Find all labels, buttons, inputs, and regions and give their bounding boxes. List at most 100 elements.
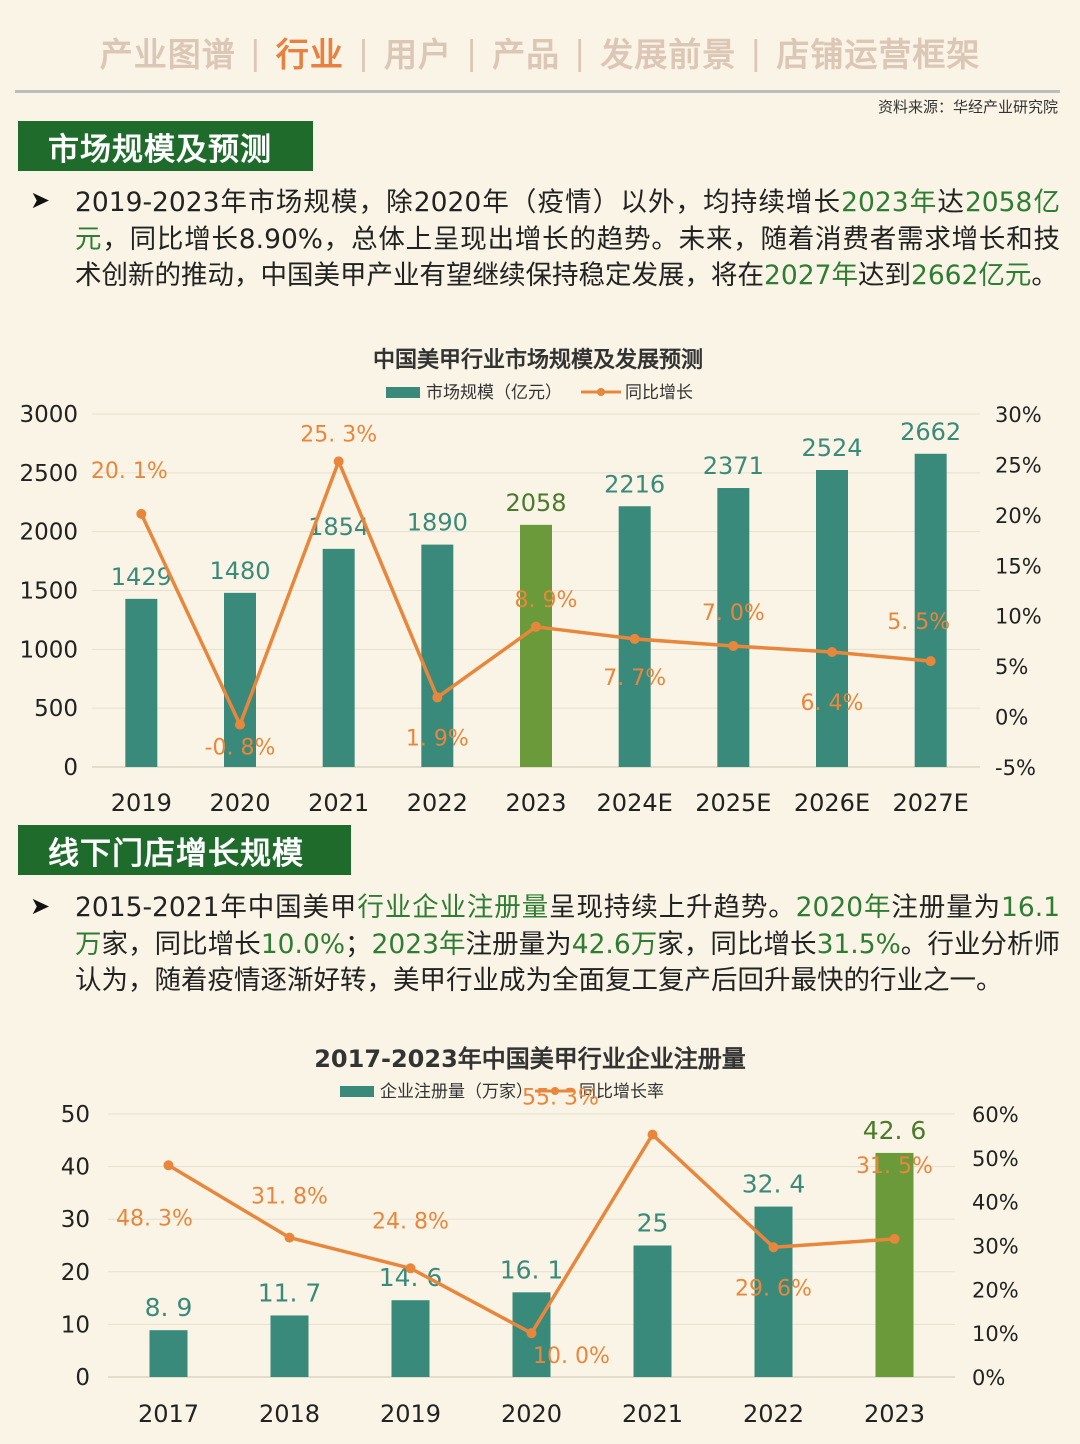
line-data-label: 20. 1% [91, 459, 168, 484]
nav-separator: | [249, 32, 262, 72]
section1-text-part: 2027年 [764, 260, 858, 291]
x-tick-label: 2022 [743, 1400, 804, 1428]
source-note: 资料来源：华经产业研究院 [877, 98, 1058, 116]
bar-data-label: 2524 [801, 434, 862, 462]
y-right-tick: 60% [972, 1103, 1019, 1127]
bar [270, 1315, 309, 1377]
nav-separator: | [574, 32, 587, 72]
section2-text-part: 2023年 [371, 928, 466, 960]
y-left-tick: 500 [34, 696, 78, 722]
y-left-tick: 50 [61, 1102, 90, 1128]
section2-text-part: 行业企业注册量 [357, 892, 550, 923]
legend-line-marker [597, 388, 605, 396]
growth-point [728, 640, 739, 651]
line-data-label: 25. 3% [300, 422, 377, 447]
nav-item-0[interactable]: 产业图谱 [99, 35, 236, 74]
growth-point [531, 621, 541, 632]
y-left-tick: 20 [61, 1260, 90, 1286]
bar-data-label: 8. 9 [145, 1293, 193, 1322]
x-tick-label: 2019 [380, 1400, 441, 1428]
y-right-tick: 10% [972, 1322, 1019, 1346]
nav-item-1[interactable]: 行业 [275, 35, 344, 74]
nav-item-5[interactable]: 店铺运营框架 [776, 35, 981, 74]
section2-text-part: 2020年 [795, 892, 892, 923]
y-left-tick: 1500 [19, 579, 78, 605]
growth-point [333, 456, 344, 467]
nav-separator: | [750, 32, 763, 72]
y-right-tick: 25% [995, 453, 1042, 477]
line-data-label: 6. 4% [801, 691, 864, 716]
y-right-tick: 10% [995, 605, 1042, 629]
x-tick-label: 2020 [209, 789, 270, 817]
bar [149, 1330, 188, 1377]
bar [633, 1245, 672, 1377]
section2-text-part: 家，同比增长 [101, 928, 261, 960]
bar [224, 592, 256, 767]
bar-data-label: 2371 [703, 452, 764, 480]
growth-point [284, 1232, 295, 1243]
bullet-icon: ➤ [30, 892, 51, 920]
legend-line-label: 同比增长 [625, 383, 693, 403]
bar-data-label: 42. 6 [863, 1116, 927, 1145]
stores-paragraph: 2015-2021年中国美甲行业企业注册量呈现持续上升趋势。2020年注册量为1… [75, 890, 1060, 1000]
section2-text-part: 。行业分析师认为，随着疫情逐渐好转，美甲行业成为全面复工复产后回升最快的行业之一… [75, 928, 1061, 997]
growth-point [647, 1129, 658, 1140]
section1-text-part: 2662亿元 [910, 260, 1032, 291]
section1-text-part: 2019-2023年市场规模，除2020年（疫情）以外，均持续增长 [75, 187, 842, 218]
line-data-label: 31. 8% [251, 1185, 328, 1210]
growth-point [526, 1328, 537, 1339]
bar-data-label: 2216 [604, 470, 665, 498]
y-right-tick: -5% [995, 756, 1036, 780]
line-data-label: 7. 0% [702, 601, 765, 626]
growth-point [889, 1233, 900, 1244]
x-tick-label: 2024E [597, 789, 673, 817]
line-data-label: 5. 5% [887, 610, 950, 635]
y-left-tick: 0 [75, 1365, 90, 1391]
growth-point [768, 1242, 779, 1253]
line-data-label: 24. 8% [372, 1209, 449, 1234]
growth-point [925, 656, 936, 667]
chart-registrations: 2017-2023年中国美甲行业企业注册量 企业注册量（万家） 同比增长率 0 10 20… [0, 1035, 1080, 1440]
bar-data-label: 32. 4 [742, 1170, 806, 1199]
section1-text-part: ，同比增长8.90%，总体上呈现出增长的趋势。未来，随着消费者需求增长和技术创新… [75, 223, 1061, 292]
legend-line-marker [551, 1087, 559, 1095]
y-left-tick: 3000 [19, 402, 78, 428]
growth-point [235, 719, 245, 730]
bar-data-label: 2058 [505, 489, 566, 517]
y-left-tick: 2000 [19, 520, 78, 546]
bar [914, 453, 947, 767]
section2-text-part: 42.6万 [571, 928, 658, 960]
bar [322, 548, 355, 767]
growth-point [163, 1160, 174, 1171]
y-right-tick: 30% [972, 1235, 1019, 1259]
nav-item-3[interactable]: 产品 [492, 35, 561, 74]
nav-item-2[interactable]: 用户 [383, 35, 452, 74]
chart-title: 中国美甲行业市场规模及发展预测 [373, 347, 703, 373]
section1-text-part: 达 [937, 187, 965, 218]
x-tick-label: 2027E [893, 789, 969, 817]
section2-text-part: 31.5% [816, 928, 901, 960]
line-data-label: 8. 9% [515, 588, 578, 613]
line-data-label: -0. 8% [205, 736, 276, 761]
line-data-label: 29. 6% [735, 1276, 812, 1301]
legend-bar-label: 企业注册量（万家） [380, 1082, 533, 1102]
y-right-tick: 15% [995, 554, 1042, 578]
section2-text-part: 注册量为 [891, 892, 1001, 923]
section2-text-part: 家，同比增长 [657, 928, 817, 960]
y-left-tick: 2500 [19, 461, 78, 487]
x-tick-label: 2017 [138, 1400, 199, 1428]
x-tick-label: 2021 [622, 1400, 683, 1428]
y-right-tick: 30% [995, 403, 1042, 427]
line-data-label: 48. 3% [116, 1206, 193, 1231]
section1-text-part: 达到 [857, 260, 911, 291]
section2-text-part: 10.0% [260, 928, 345, 960]
nav-item-4[interactable]: 发展前景 [600, 35, 737, 74]
legend-bar-swatch [340, 1086, 374, 1097]
x-tick-label: 2025E [695, 789, 771, 817]
y-right-tick: 0% [995, 706, 1028, 730]
line-data-label: 31. 5% [856, 1154, 933, 1179]
x-tick-label: 2022 [407, 789, 468, 817]
top-nav: 产业图谱 | 行业 | 用户 | 产品 | 发展前景 | 店铺运营框架 [0, 22, 1080, 82]
line-data-label: 10. 0% [533, 1344, 610, 1369]
